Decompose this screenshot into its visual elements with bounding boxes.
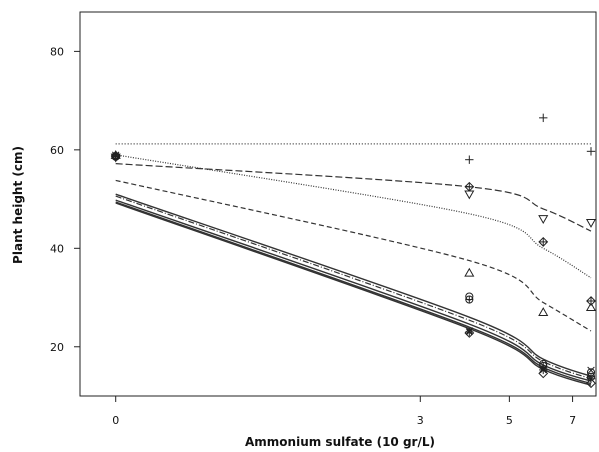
y-tick-label: 80 bbox=[50, 45, 64, 58]
y-tick-label: 40 bbox=[50, 242, 64, 255]
data-point-diamond-3 bbox=[538, 368, 549, 379]
x-tick-label: 3 bbox=[417, 414, 424, 427]
fitted-curve-6 bbox=[115, 195, 592, 380]
data-point-triangle-down-2 bbox=[464, 190, 475, 200]
x-tick-label: 5 bbox=[506, 414, 513, 427]
data-point-diamond-cross-2 bbox=[464, 181, 475, 192]
data-point-triangle-up-2 bbox=[464, 267, 475, 277]
data-point-triangle-up-3 bbox=[538, 307, 549, 316]
data-point-diamond-2 bbox=[464, 328, 475, 338]
data-point-diamond-1 bbox=[110, 151, 121, 162]
data-point-diamond-4 bbox=[586, 378, 596, 389]
x-axis: 0 3 5 7 bbox=[112, 396, 576, 427]
fitted-curve-7 bbox=[115, 199, 592, 382]
data-point-circle-plus-2 bbox=[465, 295, 474, 304]
data-point-plus-2 bbox=[465, 155, 474, 164]
fitted-curve-3 bbox=[115, 154, 592, 279]
y-tick-label: 20 bbox=[50, 341, 64, 354]
fitted-curve-2 bbox=[115, 163, 592, 232]
data-point-plus-3 bbox=[539, 113, 548, 123]
fitted-curve-5 bbox=[115, 193, 592, 377]
data-point-triangle-down-3 bbox=[538, 215, 549, 224]
data-point-diamond-cross-3 bbox=[538, 237, 549, 247]
fitted-curve-8 bbox=[115, 201, 592, 385]
data-point-triangle-down-4 bbox=[585, 219, 597, 228]
data-point-asterisk-3 bbox=[539, 365, 548, 375]
y-axis-title: Plant height (cm) bbox=[11, 146, 25, 264]
x-axis-title: Ammonium sulfate (10 gr/L) bbox=[245, 435, 435, 449]
fitted-curve-4 bbox=[115, 179, 592, 332]
x-tick-label: 7 bbox=[569, 414, 576, 427]
fitted-curves bbox=[115, 143, 592, 386]
plot-frame bbox=[79, 11, 597, 397]
y-tick-label: 60 bbox=[50, 144, 64, 157]
y-axis: 20 40 60 80 bbox=[50, 45, 80, 354]
data-point-plus-4 bbox=[586, 147, 596, 156]
fitted-curve-9 bbox=[115, 202, 592, 386]
data-point-x-4 bbox=[587, 366, 595, 375]
data-points bbox=[110, 113, 597, 389]
x-tick-label: 0 bbox=[112, 414, 119, 427]
data-point-triangle-up-4 bbox=[585, 302, 597, 312]
